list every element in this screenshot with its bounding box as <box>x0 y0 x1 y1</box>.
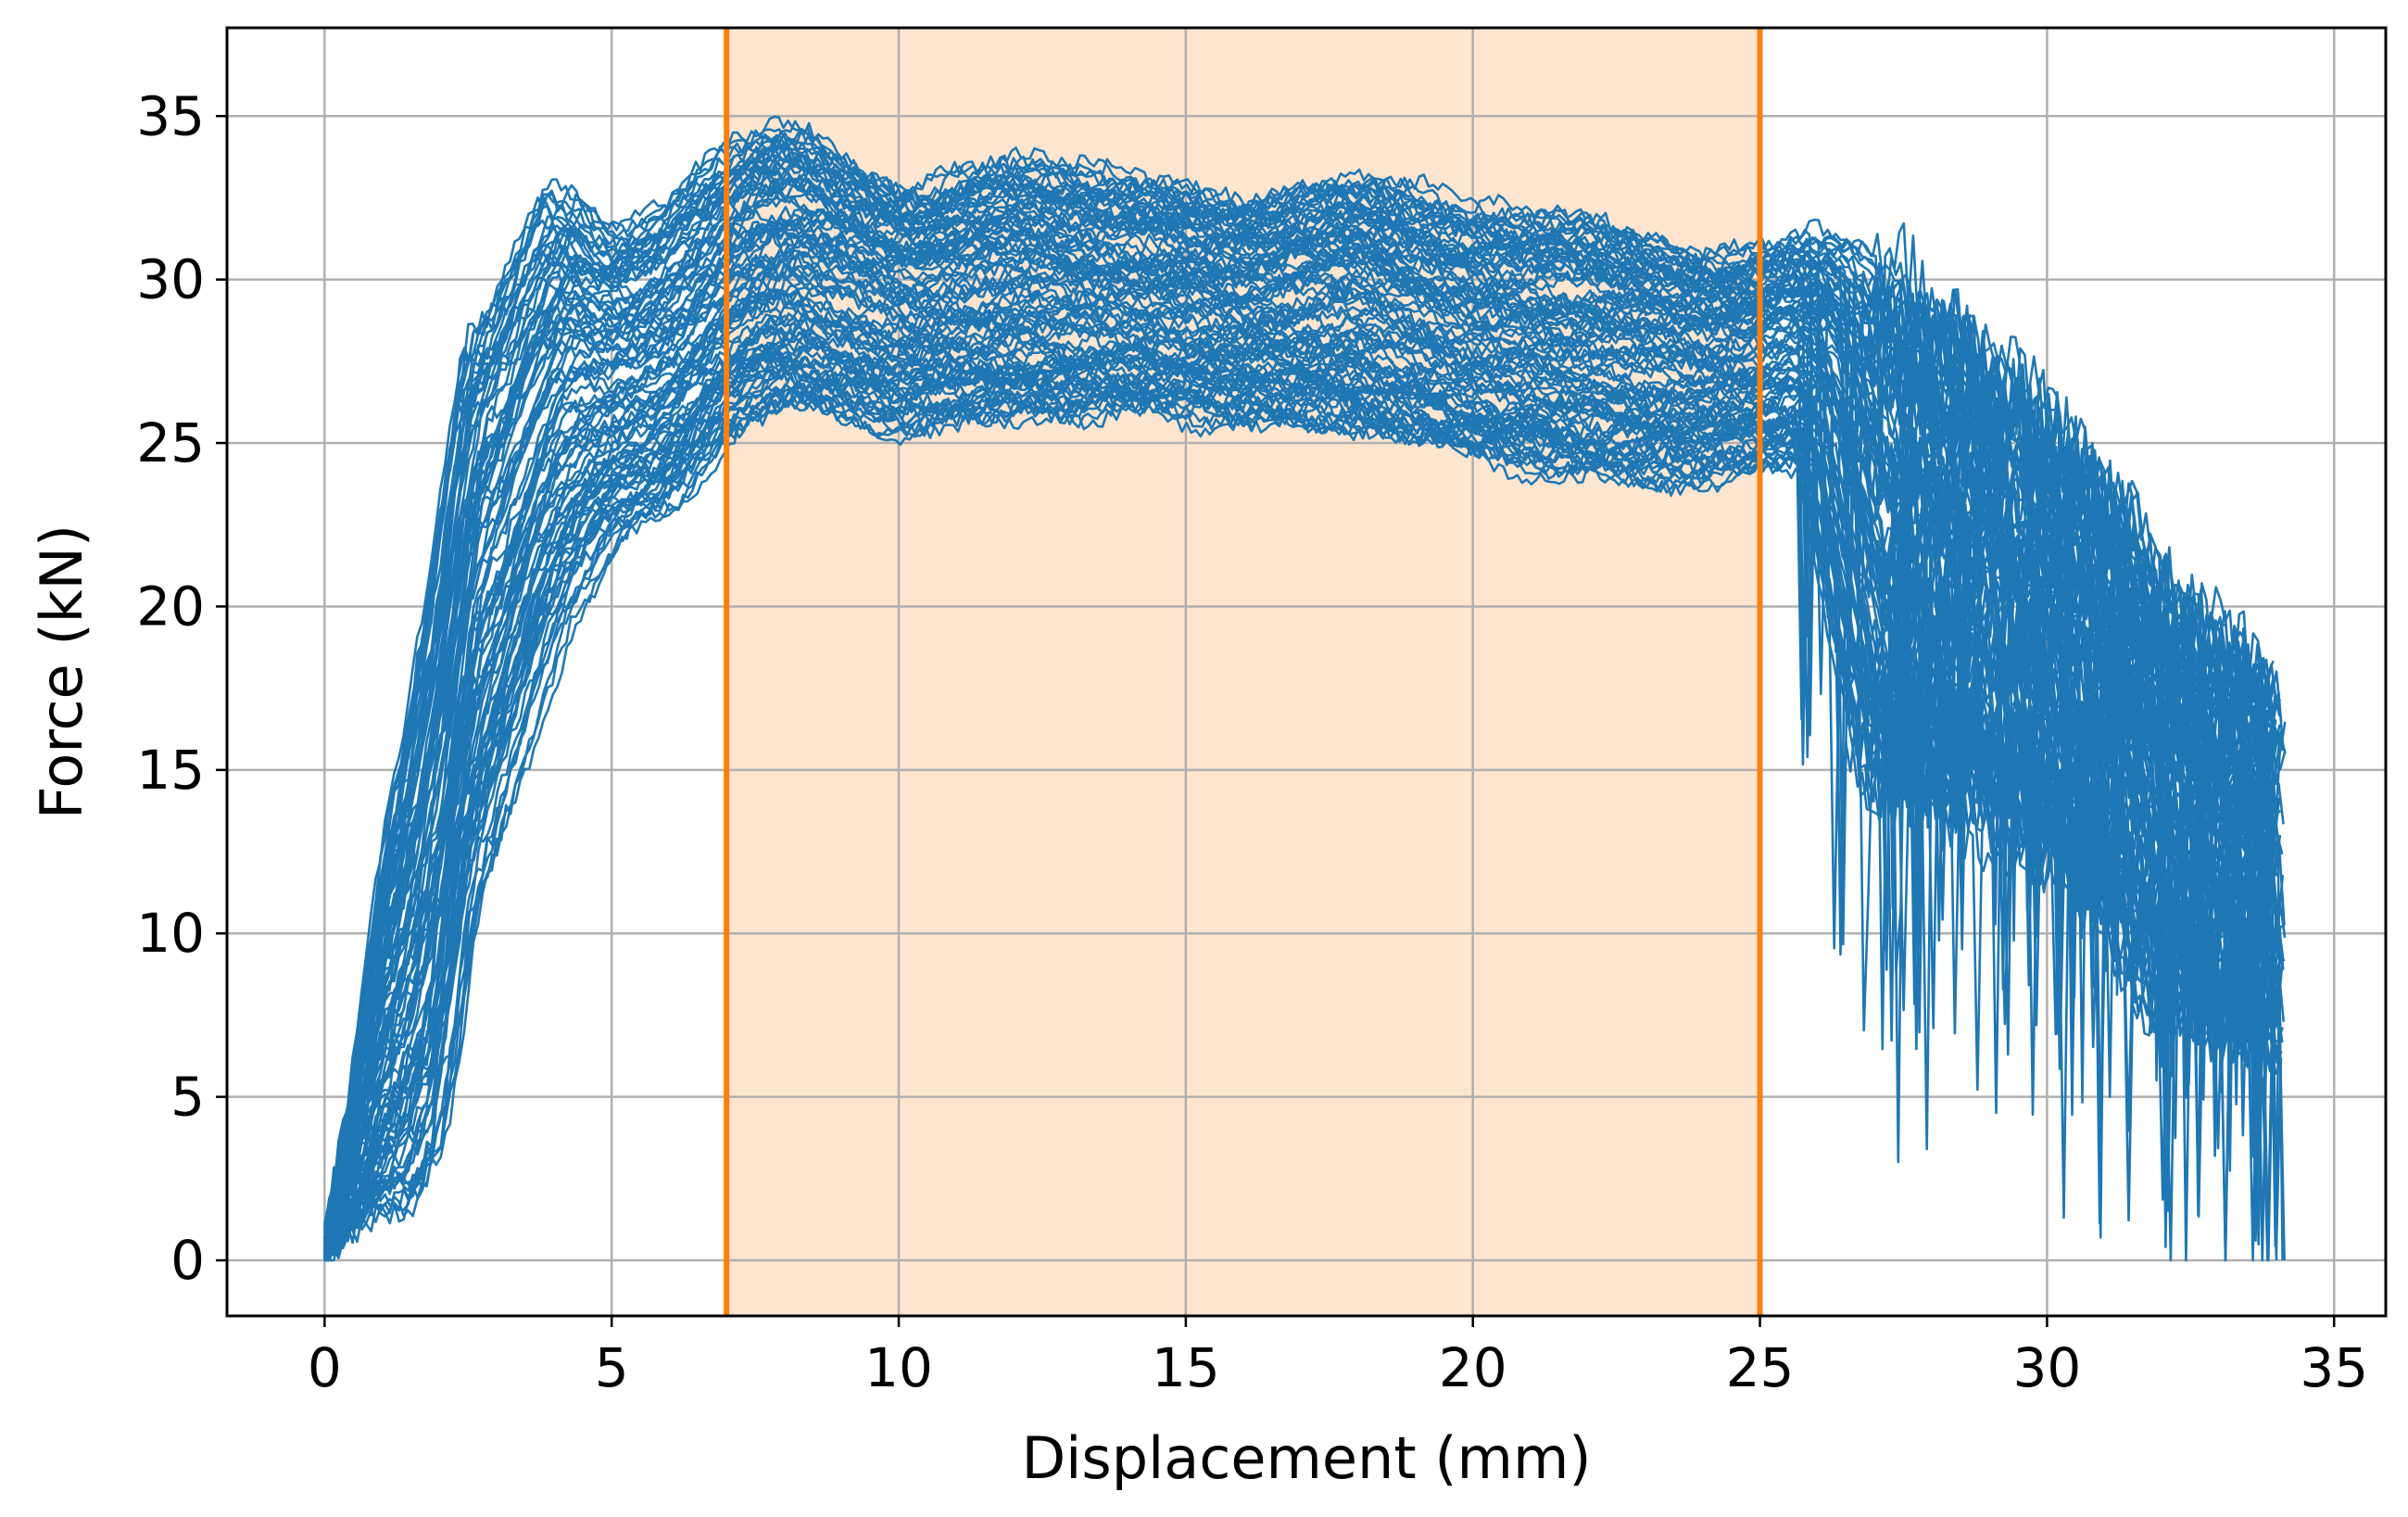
x-tick-label-0: 0 <box>308 1336 342 1399</box>
series-line-73 <box>323 151 2278 1242</box>
plot-frame <box>225 26 2388 1318</box>
series-line-82 <box>323 272 2283 1233</box>
y-tick-label-15: 15 <box>136 739 205 802</box>
y-tick-label-0: 0 <box>170 1229 205 1292</box>
series-line-95 <box>323 314 2285 1261</box>
x-tick-label-10: 10 <box>864 1336 933 1399</box>
series-line-80 <box>323 291 2287 1248</box>
series-line-79 <box>323 140 2281 1257</box>
x-axis-label: Displacement (mm) <box>1021 1424 1591 1492</box>
y-tick-label-20: 20 <box>136 575 205 638</box>
series-line-88 <box>323 184 2285 1247</box>
series-group <box>323 115 2287 1262</box>
series-line-99 <box>323 333 2278 1262</box>
x-tick-label-15: 15 <box>1152 1336 1220 1399</box>
y-axis-label: Force (kN) <box>28 525 95 819</box>
series-line-54 <box>323 259 2284 1256</box>
series-line-76 <box>323 252 2278 1233</box>
y-tick-label-35: 35 <box>136 84 205 147</box>
y-tick-label-10: 10 <box>136 902 205 965</box>
y-tick-label-5: 5 <box>170 1066 205 1129</box>
series-line-93 <box>323 352 2276 1261</box>
series-line-84 <box>323 359 2275 1245</box>
series-line-94 <box>323 235 2279 1250</box>
series-line-61 <box>323 387 2276 1246</box>
x-tick-label-25: 25 <box>1726 1336 1795 1399</box>
ticks: 0 5 10 15 20 25 30 35 0 5 10 15 20 25 30 35 <box>136 84 2368 1399</box>
series-line-96 <box>323 262 2286 1261</box>
x-tick-label-5: 5 <box>595 1336 629 1399</box>
series-line-91 <box>323 317 2279 1250</box>
series-line-57 <box>323 120 2283 1225</box>
region-boundaries <box>724 28 1763 1316</box>
y-tick-label-30: 30 <box>136 248 205 311</box>
x-tick-label-30: 30 <box>2012 1336 2081 1399</box>
y-tick-label-25: 25 <box>136 411 205 474</box>
x-tick-label-20: 20 <box>1439 1336 1507 1399</box>
series-line-97 <box>323 186 2275 1246</box>
series-line-66 <box>323 378 2282 1261</box>
series-line-100 <box>323 138 2287 1244</box>
series-line-92 <box>323 151 2274 1251</box>
series-line-98 <box>323 299 2278 1240</box>
x-tick-label-35: 35 <box>2300 1336 2368 1399</box>
